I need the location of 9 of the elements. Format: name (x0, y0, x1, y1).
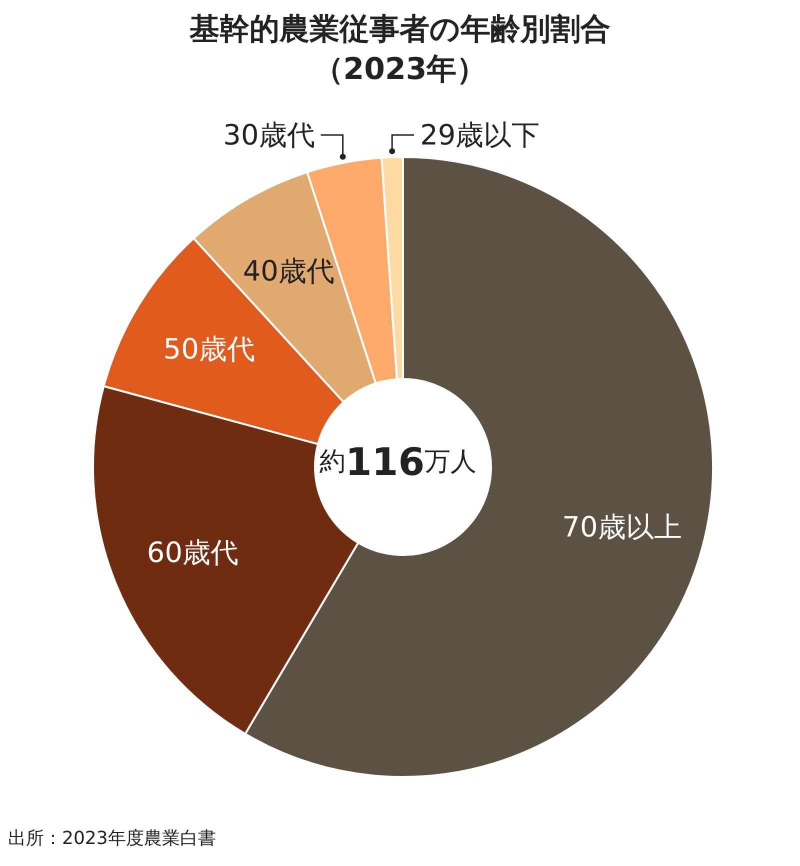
slice-label: 70歳以上 (562, 510, 682, 544)
slice-label: 60歳代 (146, 536, 239, 570)
slice-label: 29歳以下 (420, 118, 540, 152)
text: 約116万人 (319, 440, 477, 484)
slice-label: 30歳代 (223, 118, 315, 152)
chart-title: 基幹的農業従事者の年齢別割合（2023年） (188, 11, 612, 89)
slice-label: 50歳代 (163, 332, 255, 366)
text: 出所：2023年度農業白書 (8, 827, 216, 850)
slice-label: 40歳代 (242, 254, 334, 288)
